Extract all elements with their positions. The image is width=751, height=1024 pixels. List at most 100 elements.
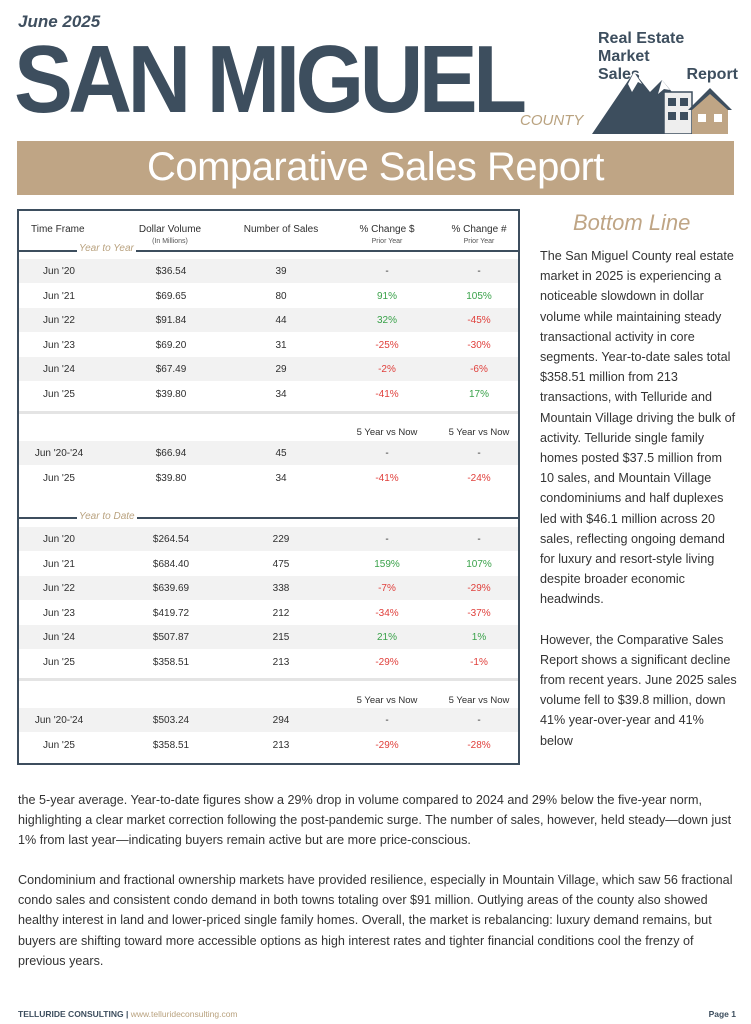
comparative-sales-table: Time Frame Dollar Volume (In Millions) N… <box>17 209 520 765</box>
time-frame-cell: Jun '20 <box>43 534 75 545</box>
bottom-line-title: Bottom Line <box>573 210 691 235</box>
pct-change-dollar-cell: -34% <box>375 607 399 619</box>
pct-change-dollar-cell: -29% <box>375 656 399 668</box>
pct-change-number-cell: - <box>477 534 481 545</box>
table-row: Jun '20 $36.54 39 - - <box>19 259 518 283</box>
report-date: June 2025 <box>18 12 101 31</box>
table-row: Jun '23 $69.20 31 -25% -30% <box>19 333 518 357</box>
pct-change-dollar-cell: - <box>385 448 389 459</box>
col-dollar-volume-label: Dollar Volume <box>138 224 202 235</box>
dollar-volume-cell: $69.20 <box>155 339 187 351</box>
dollar-volume-cell: $639.69 <box>152 583 190 594</box>
dollar-volume-cell: $39.80 <box>155 472 187 484</box>
time-frame-cell: Jun '22 <box>43 583 75 594</box>
table-row: Jun '20 $264.54 229 - - <box>19 527 518 551</box>
table-row: Jun '22 $639.69 338 -7% -29% <box>19 576 518 600</box>
dollar-volume-cell: $503.24 <box>152 715 190 726</box>
col-dollar-volume: Dollar Volume (In Millions) <box>125 224 215 248</box>
table-row: Jun '25 $39.80 34 -41% 17% <box>19 382 518 406</box>
time-frame-cell: Jun '24 <box>43 632 75 643</box>
section-divider <box>19 250 518 252</box>
number-of-sales-cell: 29 <box>275 364 287 375</box>
dollar-volume-cell: $39.80 <box>155 388 187 400</box>
number-of-sales-cell: 338 <box>272 583 290 594</box>
five-year-vs-now-dollar-label: 5 Year vs Now <box>356 427 418 438</box>
dollar-volume-cell: $507.87 <box>152 632 190 643</box>
pct-change-dollar-cell: 32% <box>376 315 397 326</box>
footer-company-name: TELLURIDE CONSULTING <box>18 1009 124 1019</box>
pct-change-number-cell: -37% <box>467 607 491 619</box>
col-pct-change-number-sub: Prior Year <box>463 238 495 245</box>
pct-change-number-cell: - <box>477 266 481 277</box>
table-row: Jun '20-'24 $503.24 294 - - <box>19 708 518 732</box>
footer-website-link[interactable]: www.tellurideconsulting.com <box>130 1009 238 1019</box>
pct-change-dollar-cell: - <box>385 715 389 726</box>
pct-change-number-cell: -28% <box>467 739 491 751</box>
number-of-sales-cell: 213 <box>272 656 290 668</box>
number-of-sales-cell: 213 <box>272 739 290 751</box>
brand-report-word: Report <box>686 66 738 83</box>
page-number: Page 1 <box>708 1009 736 1019</box>
pct-change-number-cell: - <box>477 715 481 726</box>
section-label-year-to-date: Year to Date <box>77 511 137 522</box>
pct-change-dollar-cell: -7% <box>378 583 396 594</box>
dollar-volume-cell: $69.65 <box>155 290 187 302</box>
table-row: Jun '24 $67.49 29 -2% -6% <box>19 357 518 381</box>
footer-company: TELLURIDE CONSULTING | www.telluridecons… <box>18 1009 238 1019</box>
number-of-sales-cell: 215 <box>272 632 290 643</box>
col-pct-change-dollar-label: % Change $ <box>359 224 415 235</box>
pct-change-number-cell: -1% <box>470 656 488 668</box>
brand-line-1: Real Estate Market <box>598 30 685 65</box>
pct-change-dollar-cell: 21% <box>376 632 397 643</box>
section-label-year-to-year: Year to Year <box>77 243 136 254</box>
table-row: Jun '25 $358.51 213 -29% -28% <box>19 733 518 757</box>
dollar-volume-cell: $419.72 <box>152 607 190 619</box>
row-separator <box>19 678 518 681</box>
pct-change-dollar-cell: 91% <box>376 290 397 302</box>
brand-line-2: Sales Report <box>598 66 738 84</box>
pct-change-dollar-cell: -41% <box>375 472 399 484</box>
dollar-volume-cell: $91.84 <box>155 315 187 326</box>
dollar-volume-cell: $684.40 <box>152 558 190 570</box>
brand-title: Real Estate Market Sales Report <box>598 30 738 84</box>
time-frame-cell: Jun '23 <box>43 339 75 351</box>
number-of-sales-cell: 34 <box>275 472 287 484</box>
pct-change-number-cell: -6% <box>470 364 488 375</box>
pct-change-number-cell: - <box>477 448 481 459</box>
number-of-sales-cell: 294 <box>272 715 290 726</box>
time-frame-cell: Jun '25 <box>43 472 75 484</box>
time-frame-cell: Jun '20-'24 <box>34 715 84 726</box>
pct-change-dollar-cell: 159% <box>374 558 400 570</box>
bottom-line-sidebar: The San Miguel County real estate market… <box>540 246 738 751</box>
pct-change-number-cell: 105% <box>466 290 492 302</box>
footer-separator: | <box>123 1009 131 1019</box>
time-frame-cell: Jun '21 <box>43 558 75 570</box>
number-of-sales-cell: 80 <box>275 290 287 302</box>
col-time-frame: Time Frame <box>31 224 85 235</box>
pct-change-number-cell: 107% <box>466 558 492 570</box>
table-row: Jun '25 $358.51 213 -29% -1% <box>19 650 518 674</box>
county-title: SAN MIGUEL <box>14 26 527 133</box>
five-year-vs-now-number-label: 5 Year vs Now <box>448 427 510 438</box>
brand-sales-word: Sales <box>598 66 640 83</box>
bottom-line-paragraph-3: Condominium and fractional ownership mar… <box>18 873 733 968</box>
dollar-volume-cell: $264.54 <box>152 534 190 545</box>
number-of-sales-cell: 45 <box>275 448 287 459</box>
time-frame-cell: Jun '22 <box>43 315 75 326</box>
time-frame-cell: Jun '21 <box>43 290 75 302</box>
dollar-volume-cell: $358.51 <box>152 739 190 751</box>
bottom-line-paragraph-1: The San Miguel County real estate market… <box>540 249 736 607</box>
table-row: Jun '21 $69.65 80 91% 105% <box>19 284 518 308</box>
pct-change-number-cell: 17% <box>468 388 489 400</box>
col-number-of-sales: Number of Sales <box>243 224 319 235</box>
pct-change-number-cell: -24% <box>467 472 491 484</box>
time-frame-cell: Jun '20 <box>43 266 75 277</box>
time-frame-cell: Jun '24 <box>43 364 75 375</box>
pct-change-dollar-cell: - <box>385 534 389 545</box>
col-dollar-volume-sub: (In Millions) <box>152 238 188 245</box>
dollar-volume-cell: $36.54 <box>155 266 187 277</box>
table-row: Jun '23 $419.72 212 -34% -37% <box>19 601 518 625</box>
table-header: Time Frame Dollar Volume (In Millions) N… <box>19 211 518 251</box>
col-pct-change-number: % Change # Prior Year <box>433 224 525 248</box>
number-of-sales-cell: 212 <box>272 607 290 619</box>
